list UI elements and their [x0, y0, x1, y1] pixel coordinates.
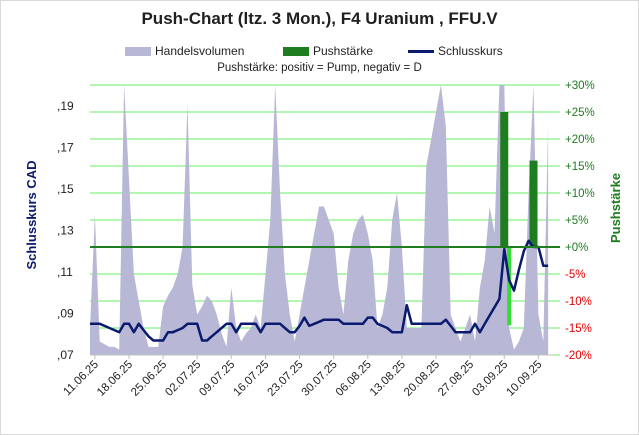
close-line-layer [90, 239, 549, 342]
x-tick-label: 10.09.25 [504, 359, 544, 399]
y2-tick-label: +0% [565, 242, 588, 254]
legend-swatch-volume [125, 47, 151, 56]
push-bar [507, 247, 512, 326]
x-tick-label: 06.08.25 [334, 359, 374, 399]
x-tick-label: 20.08.25 [402, 359, 442, 399]
y-tick-label: ,07 [57, 348, 74, 362]
close-price-line [90, 239, 549, 342]
x-tick-label: 25.06.25 [129, 359, 169, 399]
y2-tick-label: -10% [565, 296, 592, 308]
legend-label-volume: Handelsvolumen [155, 44, 245, 58]
x-tick-label: 03.09.25 [470, 359, 510, 399]
y2-tick-label: -15% [565, 323, 592, 335]
push-layer [500, 112, 538, 326]
y-tick-label: ,19 [57, 99, 74, 113]
push-bar [529, 160, 538, 247]
chart-legend: Handelsvolumen Pushstärke Schlusskurs [0, 43, 639, 59]
legend-swatch-push [283, 47, 309, 56]
y2-tick-label: +15% [565, 161, 595, 173]
x-tick-label: 18.06.25 [95, 359, 135, 399]
x-tick-label: 16.07.25 [231, 359, 271, 399]
x-tick-label: 09.07.25 [197, 359, 237, 399]
y2-tick-label: +5% [565, 215, 588, 227]
y2-tick-label: +20% [565, 134, 595, 146]
y-tick-label: ,15 [57, 182, 74, 196]
y2-tick-label: +10% [565, 188, 595, 200]
x-tick-label: 30.07.25 [300, 359, 340, 399]
y-axis-title: Schlusskurs CAD [24, 160, 39, 269]
volume-area [90, 85, 549, 355]
x-tick-label: 23.07.25 [266, 359, 306, 399]
y-tick-label: ,09 [57, 306, 74, 320]
y-tick-label: ,13 [57, 223, 74, 237]
x-tick-label: 27.08.25 [436, 359, 476, 399]
y-tick-label: ,11 [57, 265, 73, 279]
x-tick-label: 11.06.25 [61, 359, 101, 399]
x-tick-label: 02.07.25 [163, 359, 203, 399]
y2-axis-title: Pushstärke [608, 173, 623, 243]
push-bar [500, 112, 509, 247]
y2-tick-label: +30% [565, 80, 595, 92]
legend-label-close: Schlusskurs [438, 44, 503, 58]
y2-tick-label: +25% [565, 107, 595, 119]
volume-layer [90, 85, 549, 355]
legend-swatch-close [408, 50, 434, 53]
y2-tick-label: -5% [565, 269, 585, 281]
chart-subtitle: Pushstärke: positiv = Pump, negativ = D [217, 62, 422, 74]
y2-tick-label: -20% [565, 350, 592, 362]
y-tick-label: ,17 [57, 140, 74, 154]
legend-label-push: Pushstärke [313, 44, 374, 58]
chart-title: Push-Chart (ltz. 3 Mon.), F4 Uranium , F… [141, 9, 498, 28]
x-tick-label: 13.08.25 [368, 359, 408, 399]
